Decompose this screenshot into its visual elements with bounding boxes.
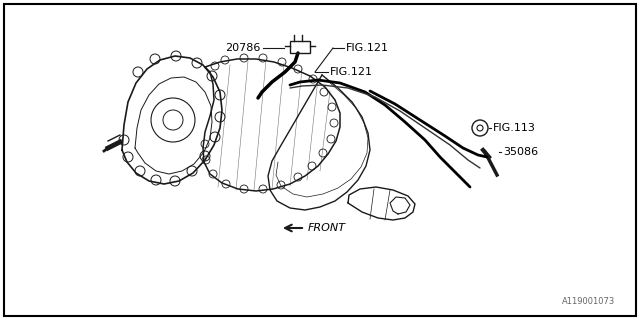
Bar bbox=[290, 41, 310, 53]
Text: FIG.113: FIG.113 bbox=[493, 123, 536, 133]
Text: FIG.121: FIG.121 bbox=[346, 43, 389, 53]
Text: 20786: 20786 bbox=[225, 43, 260, 53]
Text: FIG.121: FIG.121 bbox=[330, 67, 373, 77]
Text: FRONT: FRONT bbox=[308, 223, 346, 233]
Text: 35086: 35086 bbox=[503, 147, 538, 157]
Text: A119001073: A119001073 bbox=[562, 297, 615, 306]
